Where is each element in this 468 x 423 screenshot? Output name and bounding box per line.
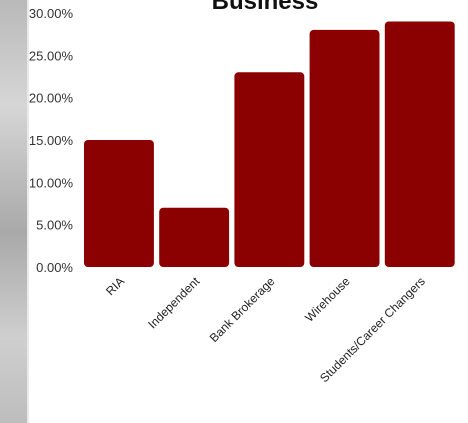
x-axis: RIA Independent Bank Brokerage WirehouseStu…	[103, 274, 428, 385]
x-tick-label: Bank Brokerage	[207, 274, 278, 345]
bar	[384, 21, 455, 267]
bars	[84, 21, 455, 268]
bar	[309, 29, 380, 268]
y-tick-label: 10.00%	[29, 175, 74, 190]
x-tick-label: RIA	[103, 274, 127, 298]
bar	[84, 140, 154, 267]
y-tick-label: 5.00%	[36, 218, 73, 233]
y-axis: 0.00% 5.00% 10.00% 15.00% 20.00% 25.00% 30.00%	[29, 6, 74, 275]
y-tick-label: 0.00%	[36, 260, 73, 275]
x-tick-label: Independent	[145, 274, 203, 332]
background-photo-strip	[0, 0, 29, 423]
x-tick-label: Wirehouse	[302, 274, 353, 325]
y-tick-label: 15.00%	[29, 133, 74, 148]
bar	[234, 72, 305, 267]
chart-title: Business	[211, 0, 319, 15]
y-tick-label: 30.00%	[29, 6, 74, 21]
bar	[159, 207, 230, 267]
y-tick-label: 20.00%	[29, 91, 74, 106]
y-tick-label: 25.00%	[29, 48, 74, 63]
